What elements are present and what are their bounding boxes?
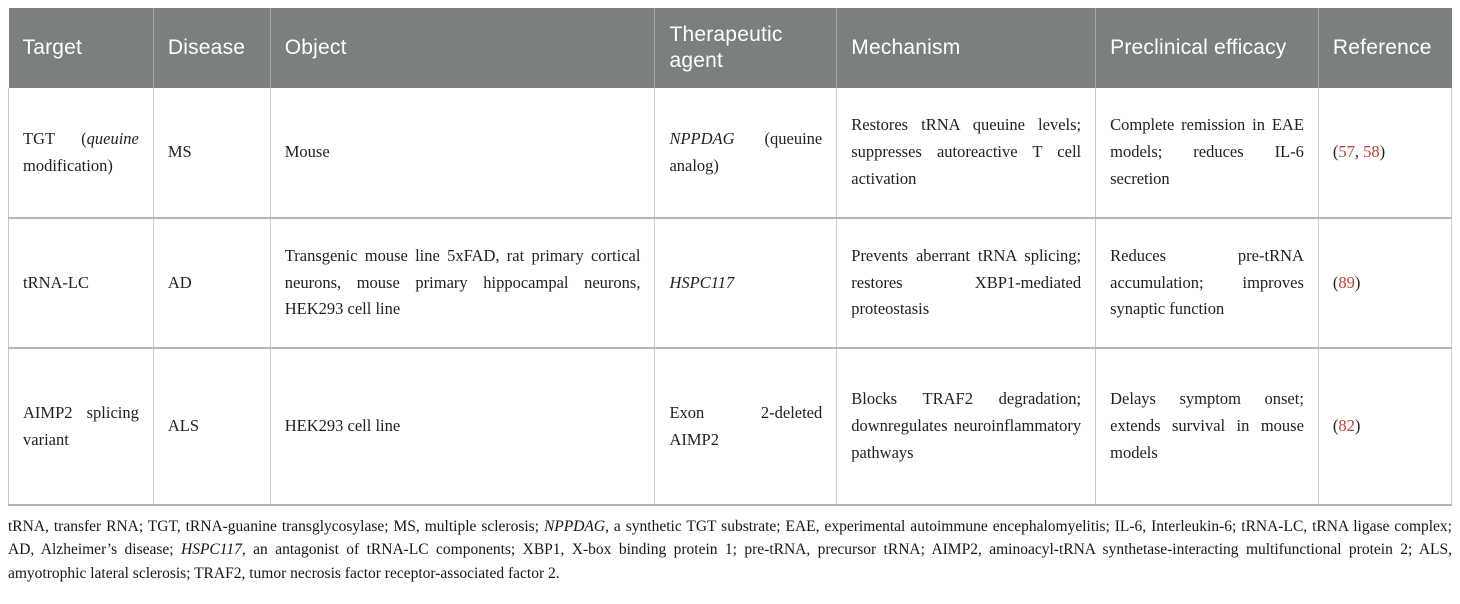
reference-paren: ) <box>1354 416 1361 436</box>
reference-paren: ( <box>1332 416 1339 436</box>
cell-therapeutic-agent: NPPDAG (queuine analog) <box>654 88 838 219</box>
reference-separator: , <box>1354 142 1364 162</box>
column-header-preclinical-efficacy: Preclinical efficacy <box>1095 8 1319 88</box>
cell-preclinical-efficacy: Complete remission in EAE models; reduce… <box>1095 88 1319 219</box>
column-header-object: Object <box>269 8 655 88</box>
cell-object: Transgenic mouse line 5xFAD, rat primary… <box>269 218 656 349</box>
column-header-target: Target <box>8 8 154 88</box>
cell-therapeutic-agent: HSPC117 <box>654 218 838 349</box>
table-row: tRNA-LC AD Transgenic mouse line 5xFAD, … <box>8 218 1453 349</box>
cell-mechanism: Blocks TRAF2 degradation; downregulates … <box>836 348 1097 506</box>
cell-preclinical-efficacy: Reduces pre-tRNA accumulation; improves … <box>1095 218 1319 349</box>
cell-disease: MS <box>152 88 271 219</box>
cell-reference: (57, 58) <box>1317 88 1453 219</box>
cell-reference: (82) <box>1317 348 1453 506</box>
cell-text: modification) <box>23 155 113 175</box>
cell-object: Mouse <box>269 88 656 219</box>
footnote-text: , a synthetic TGT substrate; EAE, experi… <box>8 518 1452 559</box>
column-header-disease: Disease <box>152 8 271 88</box>
cell-disease: ALS <box>152 348 271 506</box>
italic-term: queuine <box>86 128 139 148</box>
table-row: AIMP2 splicing variant ALS HEK293 cell l… <box>8 348 1453 506</box>
reference-paren: ( <box>1332 272 1339 292</box>
footnote-text: , an antagonist of tRNA-LC components; X… <box>8 541 1452 582</box>
reference-paren: ( <box>1332 142 1339 162</box>
reference-link[interactable]: 89 <box>1338 272 1355 292</box>
cell-text: Exon 2-deleted AIMP2 <box>669 402 823 449</box>
reference-paren: ) <box>1354 272 1361 292</box>
cell-reference: (89) <box>1317 218 1453 349</box>
cell-mechanism: Prevents aberrant tRNA splicing; restore… <box>836 218 1097 349</box>
reference-link[interactable]: 58 <box>1363 142 1380 162</box>
column-header-reference: Reference <box>1317 8 1452 88</box>
column-header-therapeutic-agent: Therapeutic agent <box>654 8 837 88</box>
cell-mechanism: Restores tRNA queuine levels; suppresses… <box>836 88 1097 219</box>
reference-link[interactable]: 82 <box>1338 416 1355 436</box>
cell-text: (queuine analog) <box>669 128 823 175</box>
table-footnote: tRNA, transfer RNA; TGT, tRNA-guanine tr… <box>8 515 1452 585</box>
cell-target: TGT (queuine modification) <box>8 88 154 219</box>
cell-therapeutic-agent: Exon 2-deleted AIMP2 <box>654 348 838 506</box>
table-container: Target Disease Object Therapeutic agent … <box>8 8 1453 506</box>
cell-object: HEK293 cell line <box>269 348 656 506</box>
cell-target: tRNA-LC <box>8 218 154 349</box>
cell-preclinical-efficacy: Delays symptom onset; extends survival i… <box>1095 348 1319 506</box>
column-header-mechanism: Mechanism <box>836 8 1096 88</box>
therapeutics-table: Target Disease Object Therapeutic agent … <box>8 8 1453 506</box>
cell-disease: AD <box>152 218 271 349</box>
reference-link[interactable]: 57 <box>1338 142 1355 162</box>
italic-gene-name: HSPC117 <box>669 272 735 292</box>
footnote-text: tRNA, transfer RNA; TGT, tRNA-guanine tr… <box>8 518 544 535</box>
cell-text: TGT ( <box>23 128 87 148</box>
italic-gene-name: HSPC117 <box>181 541 242 559</box>
italic-gene-name: NPPDAG <box>543 518 606 535</box>
reference-paren: ) <box>1379 142 1386 162</box>
italic-gene-name: NPPDAG <box>669 128 735 148</box>
header-row: Target Disease Object Therapeutic agent … <box>8 8 1452 88</box>
table-row: TGT (queuine modification) MS Mouse NPPD… <box>8 88 1453 219</box>
cell-target: AIMP2 splicing variant <box>8 348 154 506</box>
